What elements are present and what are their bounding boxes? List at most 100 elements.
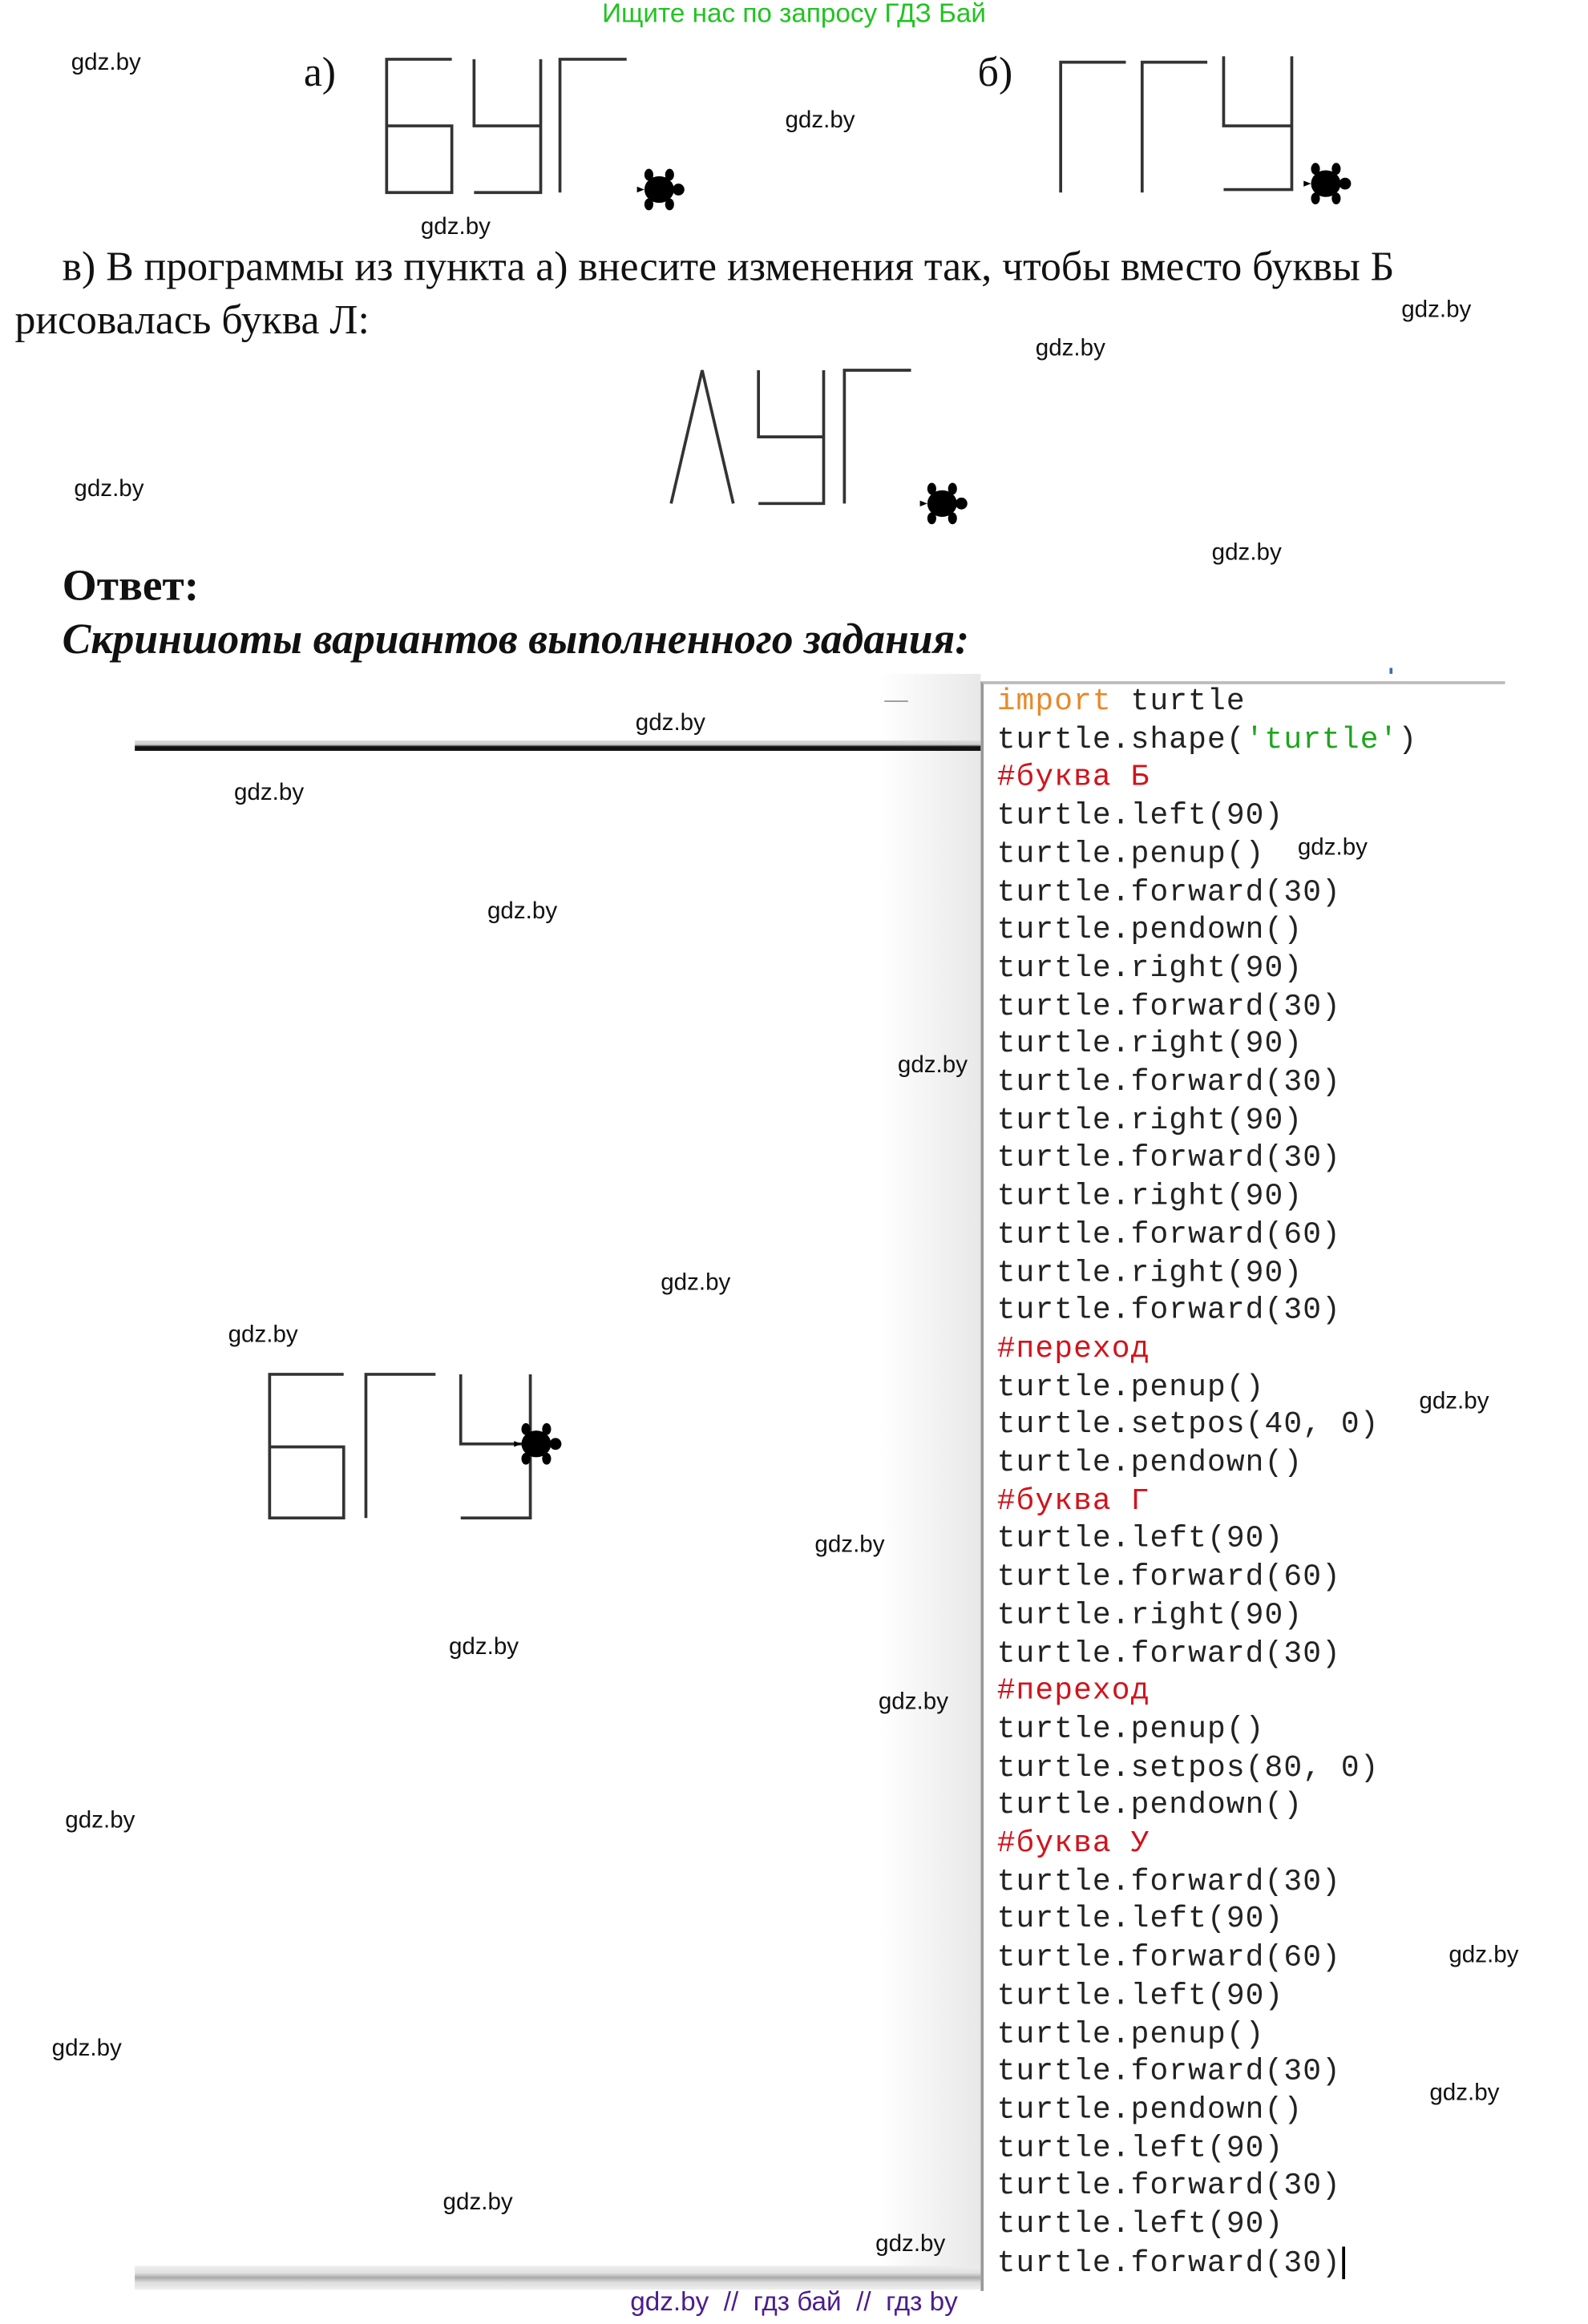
watermark: gdz.by: [878, 1689, 948, 1715]
tick-mark: [1389, 668, 1393, 674]
code-text: turtle.right(90): [996, 1104, 1303, 1139]
code-line: turtle.left(90): [997, 800, 1284, 834]
code-line: turtle.setpos(40, 0): [997, 1409, 1380, 1443]
watermark: gdz.by: [814, 1532, 885, 1559]
drawing-b-ggu: [1059, 56, 1294, 193]
code-line: turtle.right(90): [997, 1028, 1303, 1063]
watermark: gdz.by: [1035, 336, 1105, 361]
code-line: turtle.forward(30): [997, 1866, 1341, 1900]
code-line: turtle.pendown(): [997, 2094, 1303, 2128]
code-line: turtle.right(90): [997, 1104, 1303, 1139]
watermark: gdz.by: [420, 214, 491, 240]
code-text: turtle.left(90): [996, 800, 1284, 834]
turtle-icon: [919, 482, 968, 525]
code-line: #буква Г: [997, 1485, 1150, 1519]
watermark: gdz.by: [1449, 1943, 1519, 1968]
code-text: turtle.forward(30): [996, 1865, 1341, 1900]
watermark: gdz.by: [442, 2190, 513, 2216]
code-line: turtle.setpos(80, 0): [997, 1751, 1380, 1785]
answer-subtitle: Скриншоты вариантов выполненного задания…: [62, 615, 970, 664]
code-text: turtle.left(90): [996, 1979, 1284, 2014]
string-literal: 'turtle': [1245, 724, 1399, 758]
label-b: б): [977, 50, 1013, 97]
code-line: turtle.left(90): [997, 2208, 1284, 2242]
code-line: #переход: [997, 1333, 1150, 1367]
code-text: turtle.pendown(): [996, 1446, 1303, 1481]
watermark: gdz.by: [1429, 2080, 1500, 2106]
code-line: turtle.pendown(): [997, 914, 1303, 949]
code-line: turtle.left(90): [997, 1979, 1284, 2014]
horizontal-scrollbar[interactable]: [135, 2265, 981, 2290]
code-text: turtle.forward(30): [996, 2246, 1341, 2282]
code-text: turtle.forward(30): [996, 990, 1341, 1025]
comment: #буква Б: [996, 761, 1150, 797]
watermark: gdz.by: [1211, 540, 1282, 566]
drawing-v-lug: [669, 369, 911, 506]
code-text: turtle.left(90): [996, 1903, 1284, 1938]
code-text: turtle.forward(30): [996, 2169, 1341, 2205]
code-line: turtle.shape('turtle'): [997, 724, 1418, 758]
watermark: gdz.by: [51, 2036, 122, 2062]
comment: #буква У: [996, 1827, 1150, 1862]
code-text: turtle.forward(60): [996, 1941, 1341, 1976]
code-text: turtle.right(90): [996, 1180, 1303, 1215]
code-line: turtle.right(90): [997, 1257, 1303, 1291]
code-line: turtle.penup(): [997, 1370, 1265, 1405]
watermark: gdz.by: [1419, 1389, 1489, 1414]
code-text: turtle.penup(): [996, 837, 1265, 873]
watermark: gdz.by: [897, 1052, 968, 1079]
code-line: turtle.forward(30): [997, 2170, 1341, 2205]
code-line: turtle.penup(): [997, 1713, 1265, 1748]
code-line: turtle.left(90): [997, 1903, 1284, 1938]
code-editor[interactable]: import turtle turtle.shape('turtle') #букв…: [980, 681, 1505, 2291]
code-line: turtle.forward(30): [997, 1143, 1341, 1177]
comment: #переход: [996, 1332, 1150, 1367]
watermark: gdz.by: [448, 1635, 519, 1660]
code-line: turtle.pendown(): [997, 1446, 1303, 1481]
code-text: turtle.forward(30): [996, 1066, 1341, 1101]
code-text: turtle.forward(30): [996, 2056, 1341, 2090]
code-text: turtle.forward(30): [996, 876, 1341, 910]
code-line: import turtle: [997, 686, 1246, 720]
code-line: #буква У: [997, 1827, 1150, 1862]
comment: #буква Г: [996, 1484, 1150, 1519]
code-text: turtle.forward(30): [996, 1294, 1341, 1329]
code-text: turtle.forward(60): [996, 1218, 1341, 1253]
turtle-icon: [636, 168, 685, 211]
watermark: gdz.by: [635, 711, 705, 736]
code-text: turtle.forward(60): [996, 1560, 1341, 1596]
keyword: import: [996, 685, 1112, 720]
code-line: turtle.forward(30): [997, 991, 1341, 1025]
code-line: turtle.forward(30): [997, 1294, 1341, 1329]
question-line-1: в) В программы из пункта а) внесите изме…: [62, 244, 1395, 291]
watermark: gdz.by: [1401, 297, 1472, 323]
code-text: turtle.forward(30): [996, 1636, 1341, 1672]
code-text: turtle.setpos(40, 0): [996, 1408, 1380, 1443]
turtle-icon: [514, 1422, 562, 1465]
watermark: gdz.by: [661, 1270, 731, 1296]
watermark: gdz.by: [785, 107, 855, 134]
code-text: turtle.shape(: [996, 724, 1246, 758]
answer-title: Ответ:: [62, 561, 200, 611]
code-text: turtle.pendown(): [996, 914, 1303, 949]
promo-header: Ищите нас по запросу ГДЗ Бай: [602, 0, 986, 29]
code-line: #буква Б: [997, 762, 1150, 797]
code-line: turtle.forward(30): [997, 1637, 1341, 1672]
code-text: turtle.left(90): [996, 2132, 1284, 2166]
watermark: gdz.by: [228, 1322, 298, 1348]
code-text: turtle.setpos(80, 0): [996, 1751, 1380, 1785]
watermark: gdz.by: [875, 2231, 946, 2257]
code-text: turtle.forward(30): [996, 1142, 1341, 1177]
watermark: gdz.by: [233, 780, 305, 806]
code-line: turtle.forward(60): [997, 1219, 1341, 1253]
code-text: ): [1398, 724, 1418, 758]
code-text: turtle.left(90): [996, 2208, 1284, 2242]
code-line: turtle.forward(30): [996, 2245, 1346, 2282]
code-line: turtle.forward(60): [997, 1942, 1341, 1976]
code-line: turtle.forward(30): [997, 2056, 1341, 2090]
footer-watermark: gdz.by // гдз бай // гдз by: [630, 2286, 958, 2317]
text-cursor: [1342, 2245, 1346, 2279]
code-text: turtle.penup(): [996, 2017, 1265, 2052]
question-line-2: рисовалась буква Л:: [14, 297, 370, 344]
